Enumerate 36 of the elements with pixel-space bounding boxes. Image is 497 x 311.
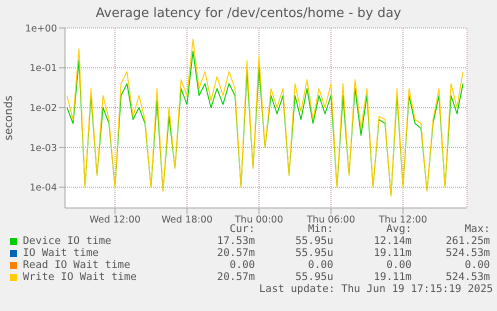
legend-label: IO Wait time [22,247,100,259]
text: 55.95u [294,271,334,283]
y-tick-label: 1e-04 [30,182,57,194]
y-axis-title: seconds [2,95,15,140]
text: 20.57m [216,247,255,259]
text: 19.11m [372,247,412,259]
legend-label: Device IO time [22,235,112,247]
text: 261.25m [444,235,490,247]
x-tick-label: Wed 18:00 [161,214,213,226]
x-tick-label: Thu 12:00 [378,214,428,226]
text: 55.95u [294,247,334,259]
text: 0.00 [307,259,334,271]
y-tick-label: 1e+00 [25,23,57,34]
text: 524.53m [444,271,490,283]
text: Cur: [230,223,255,235]
text: Max: [464,223,490,235]
text: 0.00 [228,259,255,271]
legend-label: Write IO Wait time [22,271,138,283]
text: 0.00 [464,259,490,271]
y-tick-label: 1e-01 [30,63,57,74]
text: 12.14m [372,235,412,247]
x-tick-label: Wed 12:00 [89,214,141,226]
legend-label: Read IO Wait time [22,259,132,271]
text: 0.00 [385,259,412,271]
x-tick-label: Thu 00:00 [234,214,284,226]
y-tick-label: 1e-02 [30,102,57,114]
text: 17.53m [216,235,255,247]
text: 20.57m [216,271,255,283]
text: 524.53m [444,247,490,259]
text: Last update: Thu Jun 19 17:15:19 2025 [258,283,493,295]
text: Avg: [386,223,412,235]
text: 55.95u [294,235,334,247]
text: Min: [308,223,334,235]
y-tick-label: 1e-03 [30,142,57,154]
text: 19.11m [372,271,412,283]
chart-title: Average latency for /dev/centos/home - by day [94,6,402,21]
